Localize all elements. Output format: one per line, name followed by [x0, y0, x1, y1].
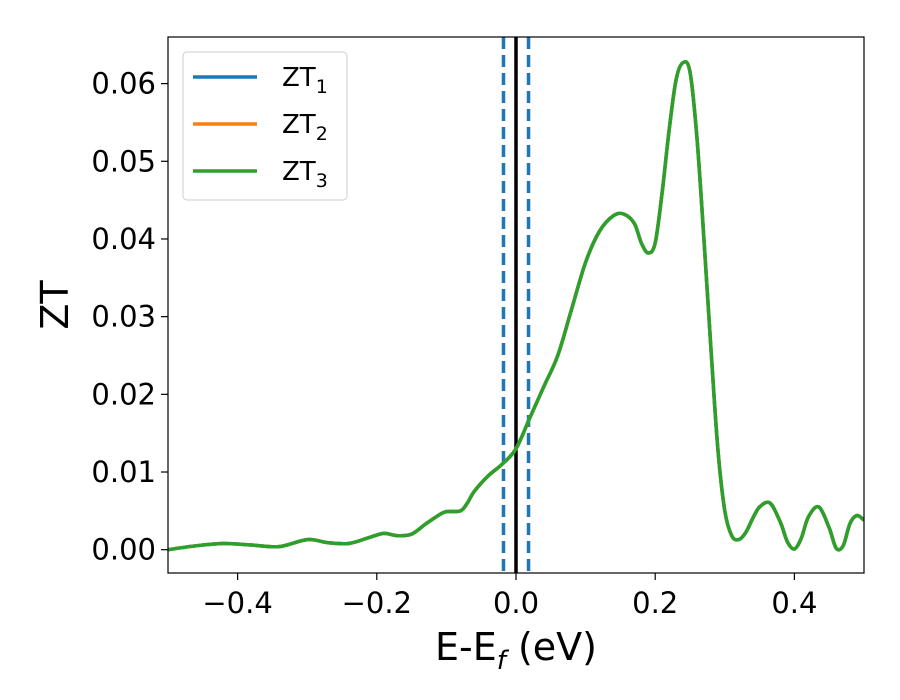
- x-tick-label: 0.4: [771, 586, 817, 620]
- x-tick-label: 0.2: [632, 586, 678, 620]
- legend-label-zt3: ZT3: [282, 157, 328, 192]
- series-line-zt3: [168, 59, 864, 552]
- y-tick-label: 0.03: [91, 300, 156, 334]
- y-tick-label: 0.05: [91, 144, 156, 178]
- y-tick-label: 0.04: [91, 222, 156, 256]
- y-tick-label: 0.02: [91, 377, 156, 411]
- legend-box: [182, 51, 348, 201]
- x-tick-label: 0.0: [493, 586, 539, 620]
- reference-lines: [501, 37, 531, 573]
- axis-ticks: −0.4 −0.2 0.0 0.2 0.4 0.00 0.01 0.02 0.03 0.04 0.0…: [91, 67, 817, 620]
- y-axis-label: ZT: [33, 280, 77, 330]
- x-axis-label: E-Ef (eV): [435, 625, 597, 676]
- x-tick-label: −0.4: [202, 586, 272, 620]
- x-tick-label: −0.2: [342, 586, 412, 620]
- legend-label-zt1: ZT1: [282, 63, 328, 98]
- y-tick-label: 0.01: [91, 455, 156, 489]
- y-tick-label: 0.06: [91, 67, 156, 101]
- y-tick-label: 0.00: [91, 533, 156, 567]
- series-lines: [168, 59, 864, 552]
- legend-label-zt2: ZT2: [282, 110, 328, 145]
- legend: ZT1 ZT2 ZT3: [182, 51, 348, 201]
